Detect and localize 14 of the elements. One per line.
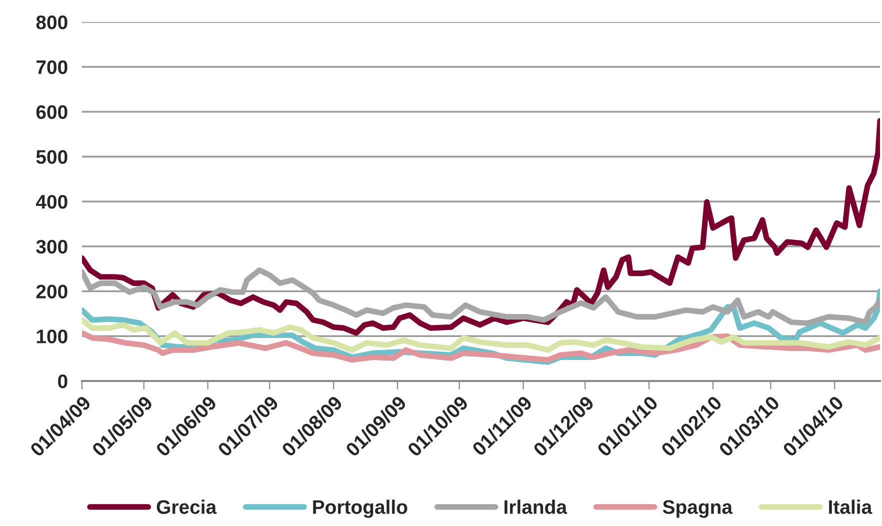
legend-label: Italia xyxy=(829,500,872,514)
y-tick-label: 700 xyxy=(36,60,68,74)
y-tick-label: 400 xyxy=(36,194,68,209)
legend-label: Grecia xyxy=(156,500,217,514)
legend-label: Irlanda xyxy=(504,500,568,514)
legend-label: Spagna xyxy=(662,500,733,518)
y-tick-label: 600 xyxy=(36,105,68,119)
y-tick-label: 500 xyxy=(36,150,68,164)
y-tick-label: 300 xyxy=(36,240,68,254)
y-tick-label: 200 xyxy=(36,284,68,298)
y-tick-label: 0 xyxy=(58,374,68,388)
legend-label: Portogallo xyxy=(313,500,408,518)
y-tick-label: 100 xyxy=(36,330,68,344)
y-tick-label: 800 xyxy=(36,15,68,30)
